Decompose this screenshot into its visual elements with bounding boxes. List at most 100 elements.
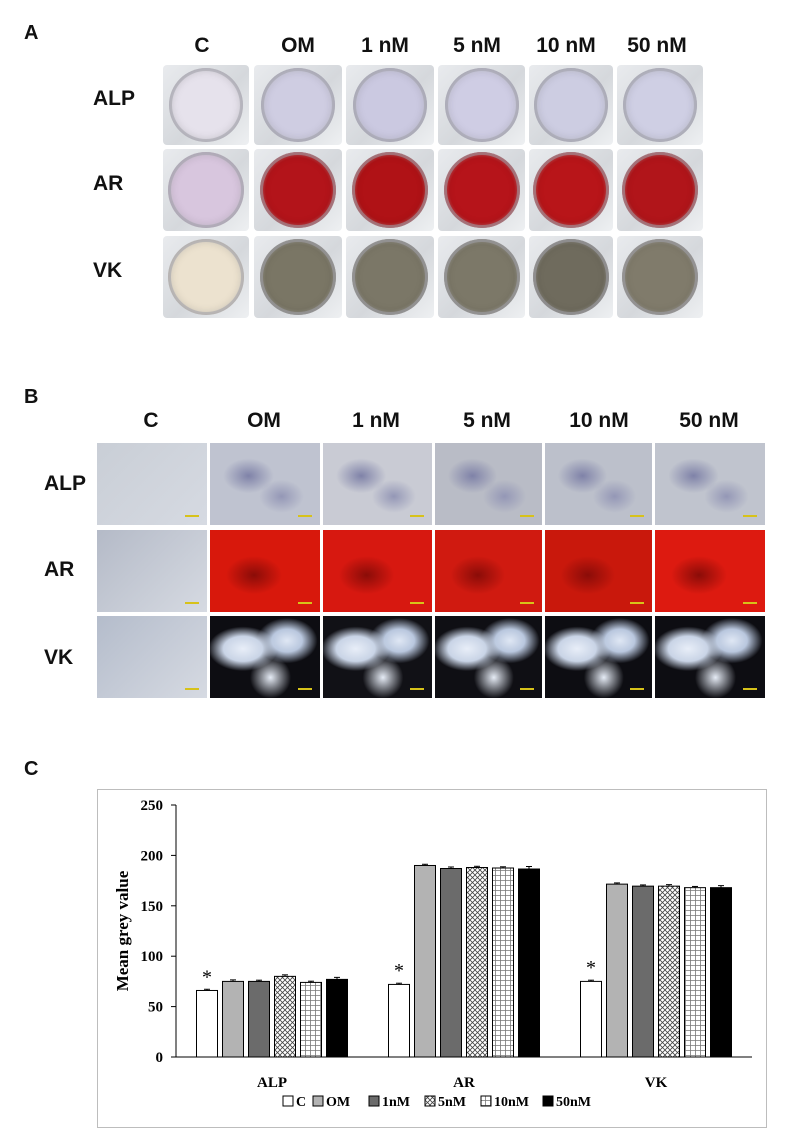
bar-ar-50nm xyxy=(518,868,540,1058)
well-ar-5-nm xyxy=(443,152,520,228)
micrograph-alp-10-nm xyxy=(545,443,652,525)
significance-asterisk: * xyxy=(586,957,596,979)
x-category-label-vk: VK xyxy=(645,1075,668,1091)
legend-label-1nm: 1nM xyxy=(382,1095,410,1110)
well-alp-c xyxy=(169,68,243,142)
panel-a-row-label-alp: ALP xyxy=(93,87,135,110)
panel-b-column-label-c: C xyxy=(143,409,159,432)
well-ar-1-nm xyxy=(352,152,428,228)
panel-a-column-label-c: C xyxy=(194,34,210,57)
x-category-label-alp: ALP xyxy=(257,1075,287,1091)
panel-label-b: B xyxy=(24,386,39,408)
well-ar-om xyxy=(260,152,336,228)
panel-a-well-tile-vk-10-nm xyxy=(529,236,613,318)
bar-ar-10nm xyxy=(492,867,514,1058)
scale-bar xyxy=(410,602,424,604)
well-vk-50-nm xyxy=(622,239,698,315)
panel-b-column-label-5-nm: 5 nM xyxy=(463,409,511,432)
panel-b-row-label-alp: ALP xyxy=(44,472,86,495)
scale-bar xyxy=(410,688,424,690)
scale-bar xyxy=(630,688,644,690)
panel-b-column-label-om: OM xyxy=(247,409,281,432)
legend-swatch-50nm xyxy=(542,1095,554,1107)
well-alp-5-nm xyxy=(444,68,519,142)
y-tick-label: 250 xyxy=(141,798,164,814)
panel-label-c: C xyxy=(24,758,39,780)
panel-b-row-label-ar: AR xyxy=(44,558,75,581)
panel-a-column-label-1-nm: 1 nM xyxy=(361,34,409,57)
well-alp-om xyxy=(261,68,335,142)
panel-a-well-tile-alp-10-nm xyxy=(529,65,613,145)
y-axis-label: Mean grey value xyxy=(113,870,132,991)
bar-ar-om xyxy=(414,864,436,1058)
panel-a-well-tile-ar-1-nm xyxy=(346,149,434,231)
scale-bar xyxy=(298,688,312,690)
bar-vk-10nm xyxy=(684,887,706,1058)
well-vk-1-nm xyxy=(352,239,428,315)
panel-a-well-tile-ar-50-nm xyxy=(617,149,703,231)
legend-swatch-om xyxy=(312,1095,324,1107)
micrograph-ar-om xyxy=(210,530,320,612)
bar-vk-5nm xyxy=(658,885,680,1058)
panel-a-well-tile-ar-om xyxy=(254,149,342,231)
well-vk-c xyxy=(168,239,244,315)
legend-label-50nm: 50nM xyxy=(556,1095,591,1110)
panel-b-column-label-50-nm: 50 nM xyxy=(679,409,739,432)
bar-vk-50nm xyxy=(710,887,732,1058)
micrograph-ar-10-nm xyxy=(545,530,652,612)
scale-bar xyxy=(298,602,312,604)
y-tick-label: 150 xyxy=(141,899,164,915)
micrograph-vk-om xyxy=(210,616,320,698)
panel-label-a: A xyxy=(24,22,39,44)
significance-asterisk: * xyxy=(394,960,404,982)
micrograph-vk-c xyxy=(97,616,207,698)
bar-vk-c xyxy=(580,980,602,1058)
panel-a-well-tile-alp-50-nm xyxy=(617,65,703,145)
panel-a-well-tile-vk-c xyxy=(163,236,249,318)
micrograph-vk-50-nm xyxy=(655,616,765,698)
micrograph-alp-50-nm xyxy=(655,443,765,525)
bar-ar-1nm xyxy=(440,868,462,1058)
panel-a-column-label-10-nm: 10 nM xyxy=(536,34,596,57)
panel-b-row-label-vk: VK xyxy=(44,646,74,669)
micrograph-ar-c xyxy=(97,530,207,612)
panel-a-well-tile-ar-c xyxy=(163,149,249,231)
panel-a-well-tile-alp-om xyxy=(254,65,342,145)
scale-bar xyxy=(743,515,757,517)
panel-a-well-tile-alp-5-nm xyxy=(438,65,525,145)
panel-b-column-label-10-nm: 10 nM xyxy=(569,409,629,432)
panel-a-well-tile-ar-5-nm xyxy=(438,149,525,231)
legend-swatch-10nm xyxy=(480,1095,492,1107)
panel-a-column-label-5-nm: 5 nM xyxy=(453,34,501,57)
panel-a-well-tile-vk-1-nm xyxy=(346,236,434,318)
legend-label-5nm: 5nM xyxy=(438,1095,466,1110)
micrograph-alp-5-nm xyxy=(435,443,542,525)
scale-bar xyxy=(520,688,534,690)
panel-a-row-label-vk: VK xyxy=(93,259,123,282)
well-ar-c xyxy=(168,152,244,228)
scale-bar xyxy=(743,688,757,690)
y-tick-label: 0 xyxy=(156,1050,164,1066)
y-tick-label: 100 xyxy=(141,949,164,965)
micrograph-vk-10-nm xyxy=(545,616,652,698)
panel-a-row-label-ar: AR xyxy=(93,172,124,195)
scale-bar xyxy=(298,515,312,517)
scale-bar xyxy=(630,515,644,517)
scale-bar xyxy=(520,515,534,517)
legend-swatch-c xyxy=(282,1095,294,1107)
panel-a-well-tile-ar-10-nm xyxy=(529,149,613,231)
panel-a-well-tile-alp-c xyxy=(163,65,249,145)
legend-swatch-5nm xyxy=(424,1095,436,1107)
panel-a-column-label-om: OM xyxy=(281,34,315,57)
scale-bar xyxy=(520,602,534,604)
scale-bar xyxy=(410,515,424,517)
bar-vk-om xyxy=(606,883,628,1058)
legend-label-10nm: 10nM xyxy=(494,1095,529,1110)
panel-a-well-tile-vk-50-nm xyxy=(617,236,703,318)
scale-bar xyxy=(185,688,199,690)
scale-bar xyxy=(743,602,757,604)
panel-a-well-tile-alp-1-nm xyxy=(346,65,434,145)
scale-bar xyxy=(630,602,644,604)
micrograph-ar-5-nm xyxy=(435,530,542,612)
